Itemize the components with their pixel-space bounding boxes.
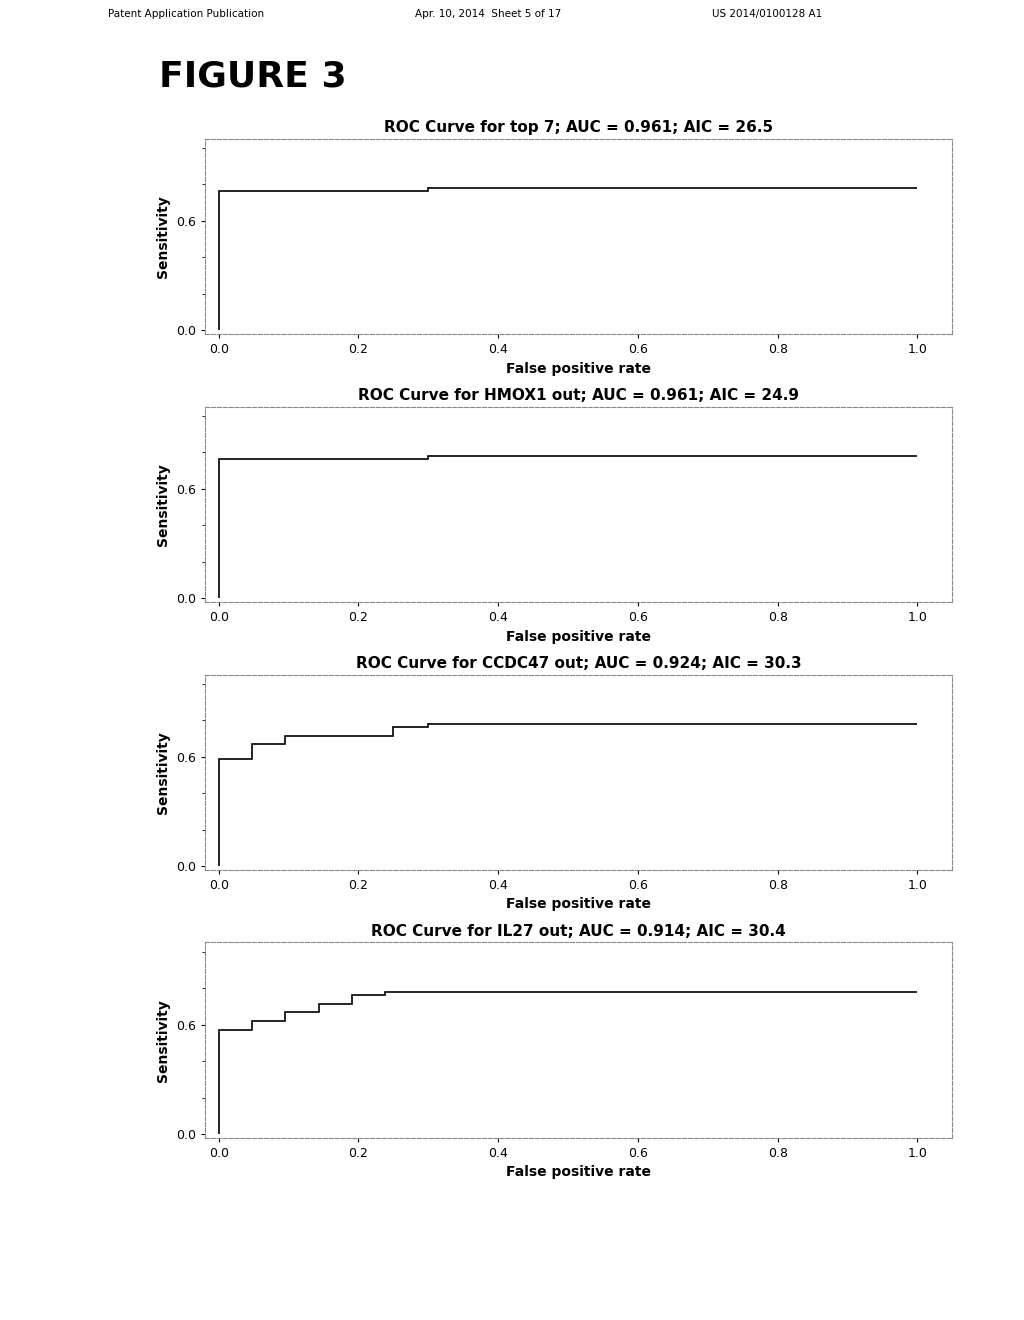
- Title: ROC Curve for HMOX1 out; AUC = 0.961; AIC = 24.9: ROC Curve for HMOX1 out; AUC = 0.961; AI…: [358, 388, 799, 403]
- X-axis label: False positive rate: False positive rate: [506, 362, 651, 376]
- X-axis label: False positive rate: False positive rate: [506, 898, 651, 912]
- Title: ROC Curve for CCDC47 out; AUC = 0.924; AIC = 30.3: ROC Curve for CCDC47 out; AUC = 0.924; A…: [355, 656, 802, 671]
- Y-axis label: Sensitivity: Sensitivity: [157, 463, 170, 545]
- Y-axis label: Sensitivity: Sensitivity: [157, 999, 170, 1081]
- Text: Patent Application Publication: Patent Application Publication: [108, 9, 263, 20]
- X-axis label: False positive rate: False positive rate: [506, 1166, 651, 1180]
- Y-axis label: Sensitivity: Sensitivity: [157, 731, 170, 813]
- X-axis label: False positive rate: False positive rate: [506, 630, 651, 644]
- Title: ROC Curve for IL27 out; AUC = 0.914; AIC = 30.4: ROC Curve for IL27 out; AUC = 0.914; AIC…: [371, 924, 786, 939]
- Text: Apr. 10, 2014  Sheet 5 of 17: Apr. 10, 2014 Sheet 5 of 17: [415, 9, 561, 20]
- Y-axis label: Sensitivity: Sensitivity: [157, 195, 170, 277]
- Text: US 2014/0100128 A1: US 2014/0100128 A1: [712, 9, 822, 20]
- Text: FIGURE 3: FIGURE 3: [159, 59, 346, 94]
- Title: ROC Curve for top 7; AUC = 0.961; AIC = 26.5: ROC Curve for top 7; AUC = 0.961; AIC = …: [384, 120, 773, 135]
